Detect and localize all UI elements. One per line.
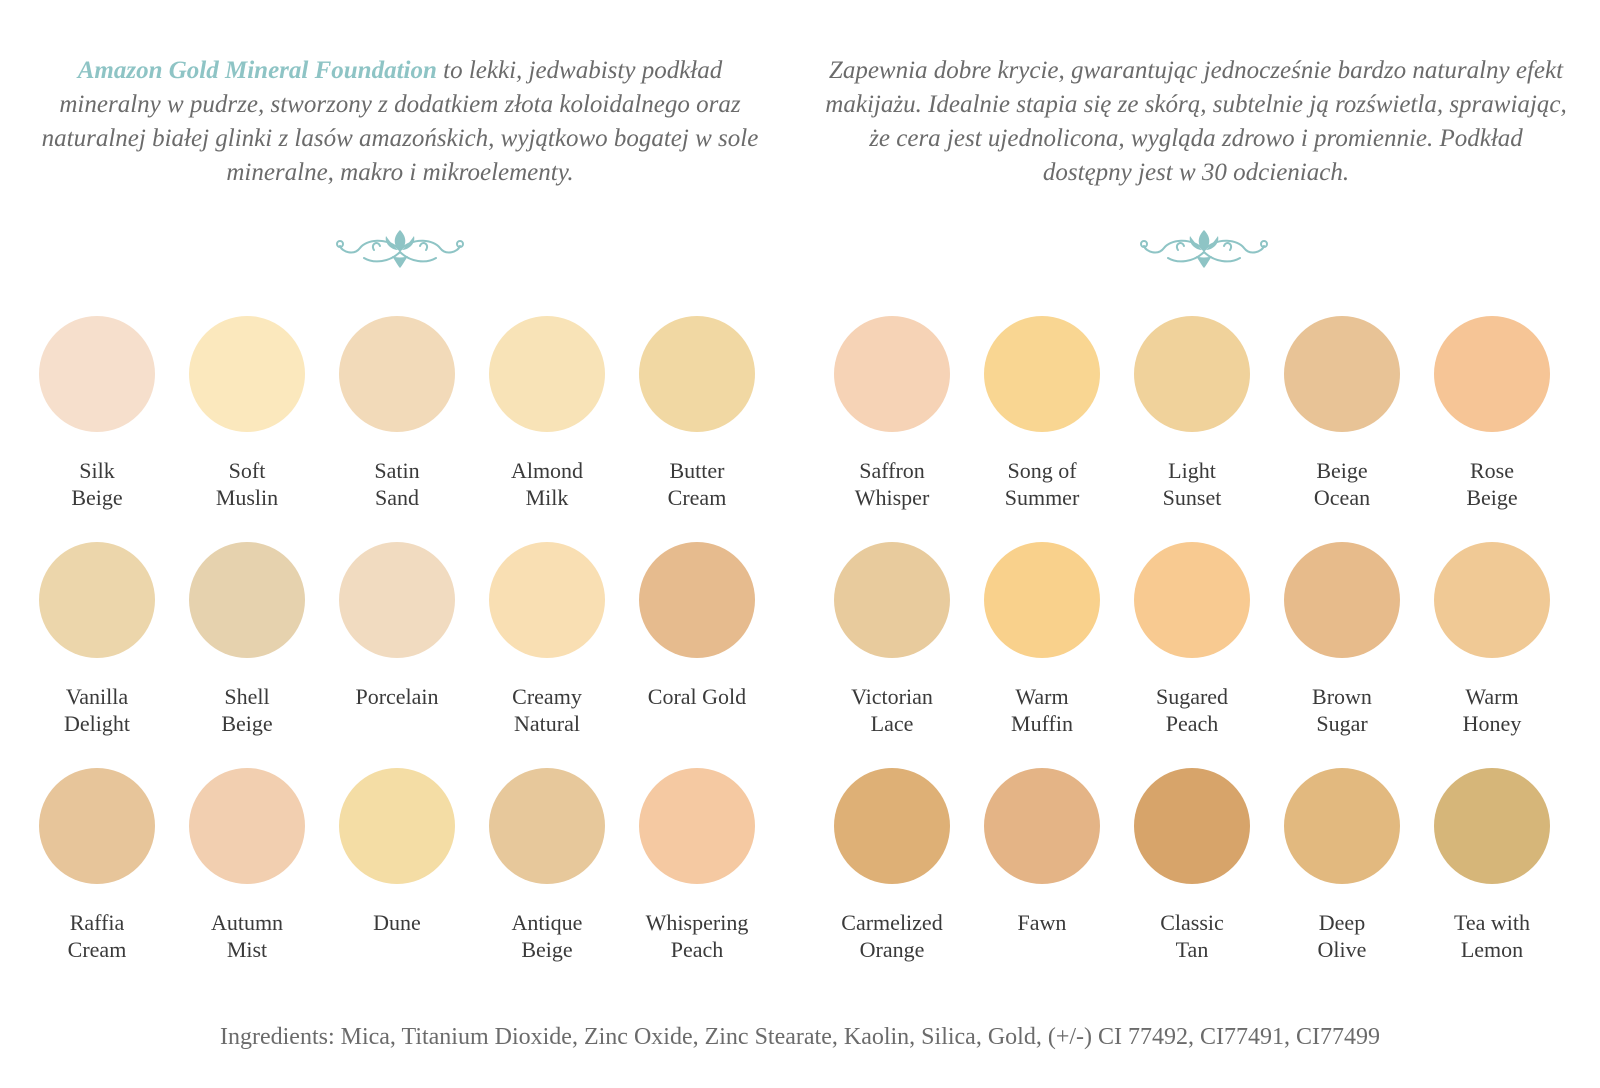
shade-name: Brown Sugar xyxy=(1312,684,1372,736)
shade-item: Warm Honey xyxy=(1417,542,1567,737)
shade-item: Antique Beige xyxy=(472,768,622,963)
shade-name: Warm Muffin xyxy=(1011,684,1073,736)
shade-swatch xyxy=(639,542,755,658)
shade-item: Autumn Mist xyxy=(172,768,322,963)
shade-swatch xyxy=(639,768,755,884)
shade-swatch xyxy=(1134,542,1250,658)
shade-swatch xyxy=(39,768,155,884)
shade-name: Creamy Natural xyxy=(512,684,582,736)
shade-swatch xyxy=(1284,768,1400,884)
shade-swatch xyxy=(984,542,1100,658)
shade-swatch xyxy=(489,316,605,432)
shade-swatch xyxy=(339,768,455,884)
shade-item: Creamy Natural xyxy=(472,542,622,737)
shade-item: Coral Gold xyxy=(622,542,772,710)
shade-name: Victorian Lace xyxy=(851,684,933,736)
shade-item: Deep Olive xyxy=(1267,768,1417,963)
intro-right-paragraph: Zapewnia dobre krycie, gwarantując jedno… xyxy=(825,57,1567,186)
shade-swatch xyxy=(1434,542,1550,658)
shade-name: Satin Sand xyxy=(374,458,420,510)
shade-swatch xyxy=(639,316,755,432)
shade-swatch xyxy=(1434,316,1550,432)
shade-item: Shell Beige xyxy=(172,542,322,737)
shade-name: Light Sunset xyxy=(1162,458,1222,510)
shade-item: Saffron Whisper xyxy=(817,316,967,511)
brand-name: Amazon Gold Mineral Foundation xyxy=(77,57,437,84)
shade-item: Silk Beige xyxy=(22,316,172,511)
shade-item: Song of Summer xyxy=(967,316,1117,511)
shade-name: Classic Tan xyxy=(1160,910,1224,962)
shade-swatch xyxy=(1284,316,1400,432)
shade-name: Deep Olive xyxy=(1317,910,1367,962)
shade-item: Classic Tan xyxy=(1117,768,1267,963)
shade-swatch xyxy=(39,542,155,658)
shade-item: Porcelain xyxy=(322,542,472,710)
shade-item: Carmelized Orange xyxy=(817,768,967,963)
shade-item: Almond Milk xyxy=(472,316,622,511)
shade-item: Brown Sugar xyxy=(1267,542,1417,737)
shade-grid-left: Silk Beige Soft Muslin Satin Sand Almond Mi… xyxy=(22,316,777,966)
shade-swatch xyxy=(1134,768,1250,884)
shade-item: Light Sunset xyxy=(1117,316,1267,511)
shade-swatch xyxy=(834,316,950,432)
shade-item: Warm Muffin xyxy=(967,542,1117,737)
shade-name: Almond Milk xyxy=(510,458,584,510)
shade-name: Shell Beige xyxy=(221,684,273,736)
shade-item: Raffia Cream xyxy=(22,768,172,963)
shade-swatch xyxy=(1434,768,1550,884)
shade-swatch xyxy=(189,542,305,658)
shade-item: Satin Sand xyxy=(322,316,472,511)
shade-name: Tea with Lemon xyxy=(1453,910,1531,962)
shade-swatch xyxy=(339,542,455,658)
intro-left-paragraph: Amazon Gold Mineral Foundation to lekki,… xyxy=(30,54,770,190)
shade-name: Coral Gold xyxy=(647,684,747,709)
shade-name: Carmelized Orange xyxy=(841,910,943,962)
shade-name: Beige Ocean xyxy=(1313,458,1371,510)
intro-left-text: to lekki, jedwabisty podkład mineralny w… xyxy=(41,57,759,186)
shade-name: Rose Beige xyxy=(1466,458,1518,510)
floral-flourish-icon xyxy=(336,230,464,268)
shade-item: Fawn xyxy=(967,768,1117,936)
shade-item: Soft Muslin xyxy=(172,316,322,511)
shade-name: Warm Honey xyxy=(1462,684,1522,736)
shade-item: Tea with Lemon xyxy=(1417,768,1567,963)
shade-item: Vanilla Delight xyxy=(22,542,172,737)
shade-name: Butter Cream xyxy=(667,458,727,510)
shade-swatch xyxy=(189,768,305,884)
shade-swatch xyxy=(489,542,605,658)
shade-name: Porcelain xyxy=(355,684,439,709)
shade-name: Raffia Cream xyxy=(67,910,127,962)
shade-swatch xyxy=(834,542,950,658)
shade-grid-right: Saffron Whisper Song of Summer Light Sunse… xyxy=(817,316,1572,966)
shade-name: Silk Beige xyxy=(71,458,123,510)
shade-name: Fawn xyxy=(1017,910,1067,935)
shade-item: Butter Cream xyxy=(622,316,772,511)
shade-name: Vanilla Delight xyxy=(64,684,130,736)
shade-swatch xyxy=(39,316,155,432)
shade-name: Dune xyxy=(373,910,421,935)
shade-swatch xyxy=(984,316,1100,432)
shade-name: Song of Summer xyxy=(1004,458,1080,510)
shade-swatch xyxy=(1134,316,1250,432)
shade-name: Whispering Peach xyxy=(645,910,749,962)
shade-name: Soft Muslin xyxy=(215,458,279,510)
ingredients-text: Ingredients: Mica, Titanium Dioxide, Zin… xyxy=(219,1024,1381,1050)
shade-name: Autumn Mist xyxy=(210,910,284,962)
shade-item: Sugared Peach xyxy=(1117,542,1267,737)
shade-swatch xyxy=(834,768,950,884)
shade-item: Victorian Lace xyxy=(817,542,967,737)
shade-item: Beige Ocean xyxy=(1267,316,1417,511)
shade-item: Dune xyxy=(322,768,472,936)
shade-name: Sugared Peach xyxy=(1155,684,1229,736)
shade-swatch xyxy=(189,316,305,432)
shade-item: Whispering Peach xyxy=(622,768,772,963)
shade-swatch xyxy=(1284,542,1400,658)
shade-swatch xyxy=(984,768,1100,884)
floral-flourish-icon xyxy=(1140,230,1268,268)
shade-name: Saffron Whisper xyxy=(854,458,930,510)
shade-swatch xyxy=(489,768,605,884)
shade-swatch xyxy=(339,316,455,432)
shade-item: Rose Beige xyxy=(1417,316,1567,511)
shade-name: Antique Beige xyxy=(511,910,583,962)
